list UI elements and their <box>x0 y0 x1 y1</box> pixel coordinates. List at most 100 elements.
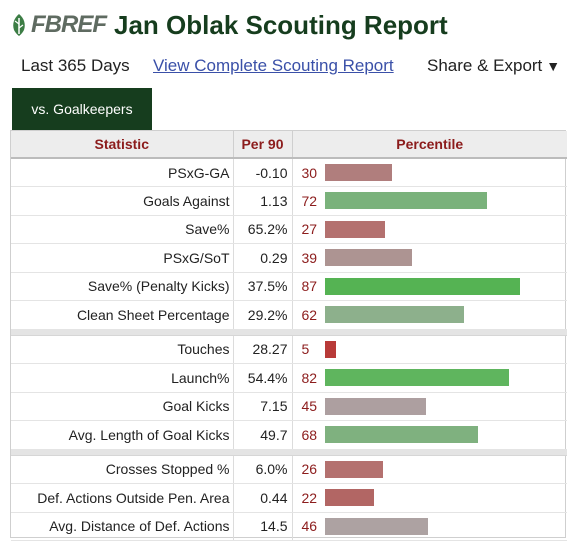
stat-name-cell: Crosses Stopped % <box>11 455 233 484</box>
stat-name-cell: Avg. Length of Goal Kicks <box>11 420 233 450</box>
percentile-cell: 45 <box>292 392 567 421</box>
percentile-bar-track <box>324 220 550 238</box>
per90-cell: 14.5 <box>232 512 293 541</box>
per90-cell: 6.0% <box>232 455 293 484</box>
percentile-value: 5 <box>301 341 310 358</box>
per90-cell: 37.5% <box>232 272 293 301</box>
per90-cell: 0.44 <box>232 483 293 513</box>
per90-cell: 54.4% <box>232 363 293 393</box>
complete-report-link[interactable]: View Complete Scouting Report <box>153 56 394 75</box>
percentile-bar-track <box>324 164 550 181</box>
percentile-cell: 39 <box>292 243 567 273</box>
report-subbar: Last 365 Days View Complete Scouting Rep… <box>0 52 572 80</box>
percentile-bar <box>324 277 521 295</box>
per90-cell: 49.7 <box>232 420 293 450</box>
percentile-cell: 27 <box>292 215 567 244</box>
table-row: Goal Kicks 7.15 45 <box>11 392 567 421</box>
stat-name-cell: Def. Actions Outside Pen. Area <box>11 483 233 513</box>
percentile-value: 22 <box>301 489 318 506</box>
table-body: PSxG-GA -0.10 30 Goals Against 1.13 72 Save% 65… <box>11 158 567 541</box>
percentile-cell: 26 <box>292 455 567 484</box>
percentile-value: 26 <box>301 461 318 478</box>
share-export-menu[interactable]: Share & Export ▼ <box>427 56 560 76</box>
percentile-bar <box>324 192 487 210</box>
stat-name-cell: PSxG/SoT <box>11 243 233 273</box>
percentile-cell: 5 <box>292 335 567 364</box>
percentile-value: 87 <box>301 278 318 295</box>
percentile-value: 39 <box>301 249 318 266</box>
percentile-cell: 30 <box>292 158 567 187</box>
table-row: Crosses Stopped % 6.0% 26 <box>11 455 567 484</box>
table-row: Clean Sheet Percentage 29.2% 62 <box>11 300 567 330</box>
percentile-bar <box>324 164 392 181</box>
percentile-bar <box>324 369 509 387</box>
stat-name-cell: Goal Kicks <box>11 392 233 421</box>
table-header-row: Statistic Per 90 Percentile <box>11 131 567 159</box>
stat-name-cell: Avg. Distance of Def. Actions <box>11 512 233 541</box>
column-header-percentile: Percentile <box>292 131 567 159</box>
percentile-value: 27 <box>301 221 318 238</box>
percentile-bar-track <box>324 426 550 444</box>
percentile-value: 46 <box>301 518 318 535</box>
percentile-bar-track <box>324 460 550 478</box>
percentile-cell: 46 <box>292 512 567 541</box>
per90-cell: 0.29 <box>232 243 293 273</box>
table-row: Avg. Distance of Def. Actions 14.5 46 <box>11 512 567 541</box>
table-row: Goals Against 1.13 72 <box>11 186 567 216</box>
percentile-bar-track <box>324 340 550 358</box>
stat-name-cell: Save% <box>11 215 233 244</box>
fbref-logo-mark-icon <box>8 12 30 38</box>
per90-cell: -0.10 <box>232 158 293 187</box>
group-divider <box>11 329 567 336</box>
scouting-table: Statistic Per 90 Percentile PSxG-GA -0.10… <box>10 130 567 541</box>
percentile-value: 30 <box>301 164 318 181</box>
table-row: Launch% 54.4% 82 <box>11 363 567 393</box>
table-row: PSxG-GA -0.10 30 <box>11 158 567 187</box>
percentile-bar-track <box>324 489 550 507</box>
per90-cell: 7.15 <box>232 392 293 421</box>
table-row: Avg. Length of Goal Kicks 49.7 68 <box>11 420 567 450</box>
table-row: PSxG/SoT 0.29 39 <box>11 243 567 273</box>
per90-cell: 65.2% <box>232 215 293 244</box>
share-export-label: Share & Export <box>427 56 543 75</box>
table-row: Touches 28.27 5 <box>11 335 567 364</box>
percentile-bar <box>324 397 426 415</box>
percentile-bar <box>324 489 374 507</box>
fbref-logo-text: FBREF <box>31 11 107 38</box>
percentile-value: 68 <box>301 426 318 443</box>
percentile-bar <box>324 249 413 267</box>
table-row: Save% (Penalty Kicks) 37.5% 87 <box>11 272 567 301</box>
stat-name-cell: Touches <box>11 335 233 364</box>
percentile-cell: 82 <box>292 363 567 393</box>
percentile-value: 72 <box>301 192 318 209</box>
percentile-bar-track <box>324 277 550 295</box>
percentile-bar <box>324 426 478 444</box>
percentile-value: 45 <box>301 398 318 415</box>
percentile-cell: 68 <box>292 420 567 450</box>
percentile-cell: 22 <box>292 483 567 513</box>
percentile-bar-track <box>324 249 550 267</box>
percentile-bar-track <box>324 192 550 210</box>
stat-name-cell: Goals Against <box>11 186 233 216</box>
tab-vs-goalkeepers[interactable]: vs. Goalkeepers <box>12 88 152 130</box>
stat-name-cell: Launch% <box>11 363 233 393</box>
percentile-bar-track <box>324 306 550 324</box>
fbref-logo[interactable]: FBREF <box>8 11 107 39</box>
stat-name-cell: PSxG-GA <box>11 158 233 187</box>
per90-cell: 29.2% <box>232 300 293 330</box>
percentile-bar <box>324 340 336 358</box>
percentile-value: 62 <box>301 306 318 323</box>
table-row: Def. Actions Outside Pen. Area 0.44 22 <box>11 483 567 513</box>
per90-cell: 1.13 <box>232 186 293 216</box>
percentile-bar <box>324 517 428 535</box>
stat-name-cell: Save% (Penalty Kicks) <box>11 272 233 301</box>
table-row: Save% 65.2% 27 <box>11 215 567 244</box>
percentile-cell: 72 <box>292 186 567 216</box>
percentile-bar-track <box>324 517 550 535</box>
percentile-bar-track <box>324 369 550 387</box>
group-divider <box>11 449 567 456</box>
stat-name-cell: Clean Sheet Percentage <box>11 300 233 330</box>
percentile-cell: 62 <box>292 300 567 330</box>
percentile-bar-track <box>324 397 550 415</box>
percentile-bar <box>324 306 464 324</box>
